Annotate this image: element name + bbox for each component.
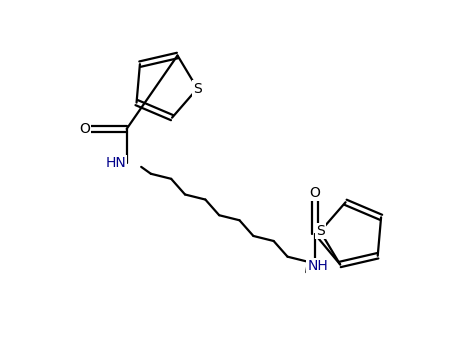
Text: HN: HN	[105, 157, 126, 170]
Text: O: O	[80, 122, 90, 136]
Text: S: S	[193, 81, 202, 95]
Text: NH: NH	[308, 259, 328, 273]
Text: S: S	[316, 224, 325, 238]
Text: O: O	[309, 186, 320, 200]
